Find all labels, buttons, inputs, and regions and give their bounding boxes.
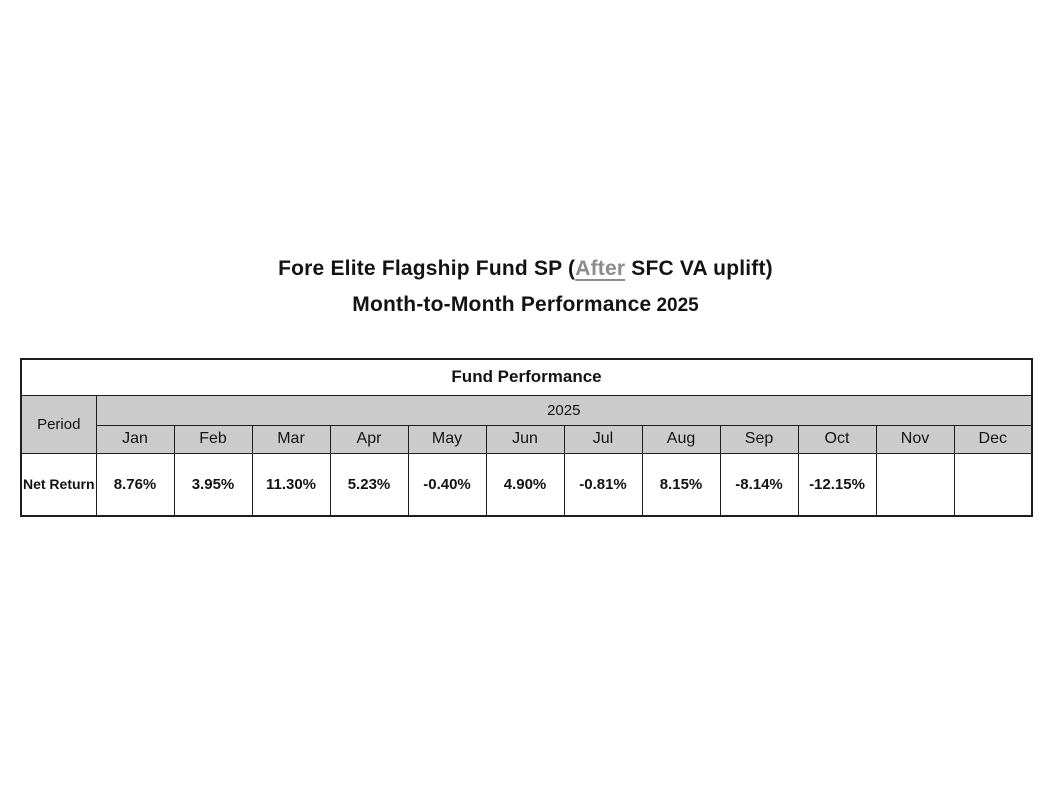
month-header-nov: Nov (875, 424, 955, 454)
table-title-row: Fund Performance (20, 358, 1033, 396)
month-header-aug: Aug (641, 424, 721, 454)
report-title: Fore Elite Flagship Fund SP (After SFC V… (0, 256, 1051, 282)
month-header-jan: Jan (95, 424, 175, 454)
title-after-emphasis: After (575, 257, 626, 280)
net-return-feb: 3.95% (173, 452, 253, 517)
month-header-dec: Dec (953, 424, 1033, 454)
month-header-sep: Sep (719, 424, 799, 454)
month-header-jul: Jul (563, 424, 643, 454)
month-header-feb: Feb (173, 424, 253, 454)
net-return-aug: 8.15% (641, 452, 721, 517)
subtitle-text: Month-to-Month Performance (352, 293, 652, 316)
net-return-dec (953, 452, 1033, 517)
title-prefix: Fore Elite Flagship Fund SP ( (278, 257, 576, 280)
subtitle-year: 2025 (656, 295, 699, 316)
net-return-row: Net Return 8.76% 3.95% 11.30% 5.23% -0.4… (20, 452, 1033, 517)
net-return-jun: 4.90% (485, 452, 565, 517)
net-return-jan: 8.76% (95, 452, 175, 517)
net-return-oct: -12.15% (797, 452, 877, 517)
fund-performance-table: Fund Performance Period 2025 Jan Feb Mar… (20, 358, 1034, 517)
month-header-oct: Oct (797, 424, 877, 454)
net-return-sep: -8.14% (719, 452, 799, 517)
year-header-cell: 2025 (95, 394, 1033, 426)
net-return-jul: -0.81% (563, 452, 643, 517)
net-return-mar: 11.30% (251, 452, 331, 517)
net-return-nov (875, 452, 955, 517)
year-header-row: Period 2025 (20, 394, 1033, 454)
net-return-label-cell: Net Return (20, 452, 97, 517)
month-header-mar: Mar (251, 424, 331, 454)
title-suffix: SFC VA uplift) (625, 257, 773, 280)
month-header-apr: Apr (329, 424, 409, 454)
report-title-block: Fore Elite Flagship Fund SP (After SFC V… (0, 256, 1051, 319)
table-title: Fund Performance (20, 358, 1033, 396)
period-header-cell: Period (20, 394, 97, 454)
month-header-jun: Jun (485, 424, 565, 454)
net-return-apr: 5.23% (329, 452, 409, 517)
month-header-row: Jan Feb Mar Apr May Jun Jul Aug Sep Oct … (21, 424, 1033, 454)
net-return-may: -0.40% (407, 452, 487, 517)
month-header-may: May (407, 424, 487, 454)
report-subtitle: Month-to-Month Performance 2025 (0, 292, 1051, 319)
